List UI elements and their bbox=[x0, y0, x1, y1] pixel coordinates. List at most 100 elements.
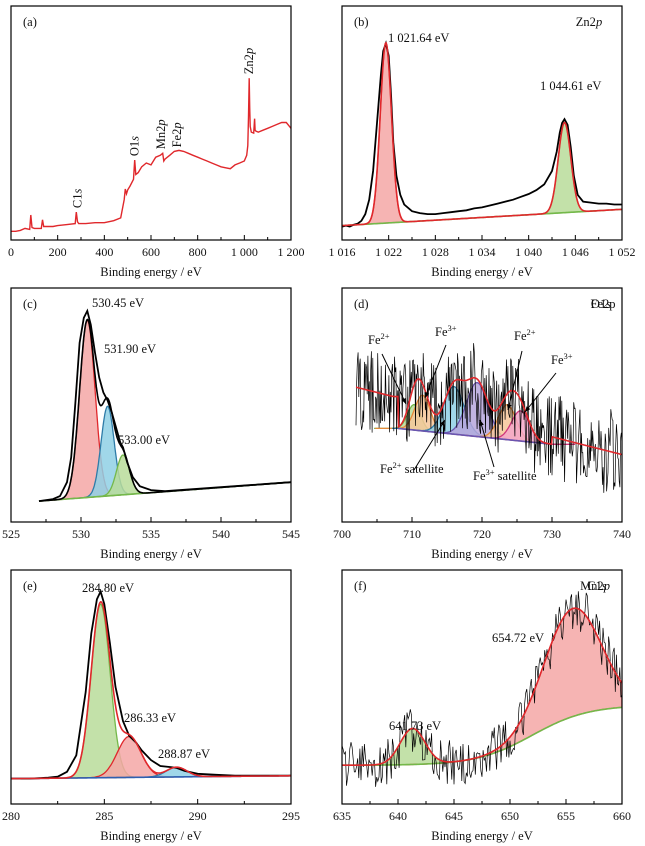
panel-b: 1 016 1 022 1 028 1 034 1 040 1 046 1 052 Bindi… bbox=[329, 5, 636, 279]
panel-letter: (f) bbox=[354, 579, 367, 593]
x-tick-label: 655 bbox=[557, 809, 575, 823]
x-tick-label: 660 bbox=[613, 809, 631, 823]
raw-spectrum bbox=[355, 343, 622, 493]
x-axis-label: Binding energy / eV bbox=[100, 829, 202, 843]
x-tick-label: 535 bbox=[142, 527, 160, 541]
x-axis-label: Binding energy / eV bbox=[100, 547, 202, 561]
plot-area bbox=[342, 591, 622, 787]
panel-e: 280 285 290 295 Binding energy / eV (e) C1s 284… bbox=[2, 569, 607, 843]
x-tick-label: 635 bbox=[333, 809, 351, 823]
plot-area bbox=[11, 78, 291, 233]
arrow-head bbox=[479, 420, 484, 426]
arrow-line bbox=[413, 419, 446, 471]
x-tick-label: 710 bbox=[403, 527, 421, 541]
peak-label: 1 044.61 eV bbox=[540, 79, 601, 93]
peak-annotation: O1s bbox=[128, 136, 142, 156]
peak-annotation: Fe2p bbox=[170, 122, 184, 147]
x-tick-label: 0 bbox=[8, 245, 14, 259]
panel-letter: (a) bbox=[23, 15, 37, 29]
x-tick-label: 1 016 bbox=[329, 245, 356, 259]
x-tick-label: 1 046 bbox=[562, 245, 589, 259]
fe-peak-label: Fe3+ bbox=[435, 323, 457, 339]
arrow-head bbox=[525, 406, 531, 412]
x-tick-label: 730 bbox=[543, 527, 561, 541]
peak-label: 531.90 eV bbox=[104, 342, 156, 356]
peak-0 bbox=[351, 41, 421, 226]
survey-spectrum bbox=[11, 78, 291, 233]
x-tick-label: 1 052 bbox=[609, 245, 636, 259]
fe-peak-label: Fe2+ satellite bbox=[380, 460, 444, 476]
element-label: Fe2p bbox=[591, 297, 616, 311]
x-tick-label: 400 bbox=[95, 245, 113, 259]
element-label: Zn2p bbox=[576, 15, 602, 29]
x-tick-label: 1 000 bbox=[231, 245, 258, 259]
peak-label: 641.73 eV bbox=[389, 719, 441, 733]
x-tick-label: 1 040 bbox=[515, 245, 542, 259]
peak-label: 1 021.64 eV bbox=[388, 31, 449, 45]
peak-label: 654.72 eV bbox=[492, 631, 544, 645]
arrow-line bbox=[507, 350, 523, 411]
peak-1 bbox=[526, 121, 604, 216]
arrow-line bbox=[424, 344, 447, 399]
peak-label: 286.33 eV bbox=[124, 711, 176, 725]
arrow-head bbox=[440, 420, 445, 426]
element-label: Mn2p bbox=[580, 579, 610, 593]
x-axis-label: Binding energy / eV bbox=[100, 265, 202, 279]
arrow-head bbox=[424, 392, 430, 398]
fit-envelope bbox=[38, 318, 291, 502]
plot-area bbox=[11, 588, 291, 780]
fit-envelope bbox=[11, 601, 291, 780]
arrow-line bbox=[479, 419, 495, 468]
panel-letter: (e) bbox=[23, 579, 37, 593]
x-tick-label: 1 200 bbox=[278, 245, 305, 259]
element-label: O1s bbox=[591, 297, 611, 311]
panel-d: 700 710 720 730 740 Binding energy / eV (d) Fe2… bbox=[333, 287, 631, 561]
x-tick-label: 1 022 bbox=[375, 245, 402, 259]
x-tick-label: 600 bbox=[142, 245, 160, 259]
arrow-line bbox=[381, 353, 407, 405]
peak-label: 533.00 eV bbox=[118, 433, 170, 447]
plot-area bbox=[38, 308, 291, 502]
x-tick-label: 290 bbox=[189, 809, 207, 823]
x-tick-label: 700 bbox=[333, 527, 351, 541]
raw-spectrum bbox=[11, 588, 291, 780]
peak-label: 284.80 eV bbox=[82, 581, 134, 595]
peak-annotation: C1s bbox=[71, 189, 85, 209]
element-label: C1s bbox=[587, 579, 607, 593]
x-tick-label: 530 bbox=[72, 527, 90, 541]
x-tick-label: 295 bbox=[282, 809, 300, 823]
x-tick-label: 720 bbox=[473, 527, 491, 541]
peak-label: 288.87 eV bbox=[158, 747, 210, 761]
panel-letter: (c) bbox=[23, 297, 37, 311]
arrow-head bbox=[507, 404, 512, 410]
peak-annotation: Mn2p bbox=[154, 119, 168, 149]
panel-c: 525 530 535 540 545 Binding energy / eV (c) O1s… bbox=[2, 287, 611, 561]
x-axis-label: Binding energy / eV bbox=[431, 829, 533, 843]
x-tick-label: 280 bbox=[2, 809, 20, 823]
panel-letter: (b) bbox=[354, 15, 369, 29]
plot-area bbox=[355, 343, 622, 493]
panel-a: 0 200 400 600 800 1 000 1 200 Binding energy / … bbox=[8, 5, 305, 279]
fit-envelope bbox=[342, 41, 622, 227]
x-tick-label: 200 bbox=[49, 245, 67, 259]
fe-peak-label: Fe3+ satellite bbox=[473, 467, 537, 483]
raw-spectrum bbox=[342, 40, 622, 228]
fe-peak-label: Fe2+ bbox=[368, 331, 390, 347]
x-tick-label: 540 bbox=[212, 527, 230, 541]
panel-letter: (d) bbox=[354, 297, 369, 311]
x-tick-label: 800 bbox=[189, 245, 207, 259]
x-tick-label: 1 028 bbox=[422, 245, 449, 259]
arrow-line bbox=[524, 372, 557, 413]
fit-envelope bbox=[342, 607, 622, 767]
x-tick-label: 545 bbox=[282, 527, 300, 541]
peak-annotation: Zn2p bbox=[242, 48, 256, 74]
x-tick-label: 525 bbox=[2, 527, 20, 541]
x-tick-label: 740 bbox=[613, 527, 631, 541]
fe-annotations: Fe2+ Fe3+ Fe2+ satellite Fe3+ satellite Fe2+… bbox=[368, 323, 573, 483]
arrow-head bbox=[401, 398, 406, 404]
x-tick-label: 650 bbox=[501, 809, 519, 823]
plot-frame bbox=[10, 287, 292, 523]
fe-peak-label: Fe3+ bbox=[551, 351, 573, 367]
fit-envelope bbox=[355, 376, 622, 456]
panel-f: 635 640 645 650 655 660 Binding energy / eV (f)… bbox=[333, 569, 631, 843]
